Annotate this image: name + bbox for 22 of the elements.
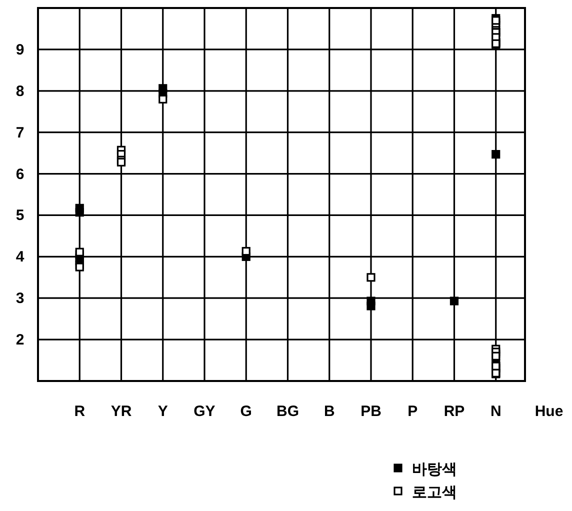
x-axis-title: Hue — [534, 403, 564, 420]
x-tick-label: B — [324, 403, 335, 420]
y-tick-label: 9 — [16, 41, 24, 58]
x-tick-label: R — [74, 403, 86, 420]
y-tick-label: 4 — [16, 248, 25, 266]
x-tick-label: GY — [194, 403, 216, 420]
y-tick-label: 3 — [16, 290, 24, 308]
x-tick-label: BG — [276, 403, 299, 420]
x-tick-label: YR — [110, 403, 132, 420]
x-tick-label: RP — [444, 403, 465, 420]
y-tick-label: 5 — [16, 207, 24, 224]
legend-label: 로고색 — [412, 484, 457, 501]
y-tick-label: 2 — [16, 332, 24, 349]
y-tick-label: 8 — [16, 82, 24, 100]
x-tick-label: PB — [360, 403, 382, 420]
y-tick-label: 6 — [16, 166, 24, 183]
x-tick-label: N — [490, 403, 502, 420]
legend-label: 바탕색 — [412, 461, 457, 478]
x-tick-label: G — [240, 403, 252, 420]
x-tick-label: Y — [158, 403, 168, 420]
y-tick-label: 7 — [16, 124, 24, 142]
x-tick-label: P — [408, 403, 418, 420]
